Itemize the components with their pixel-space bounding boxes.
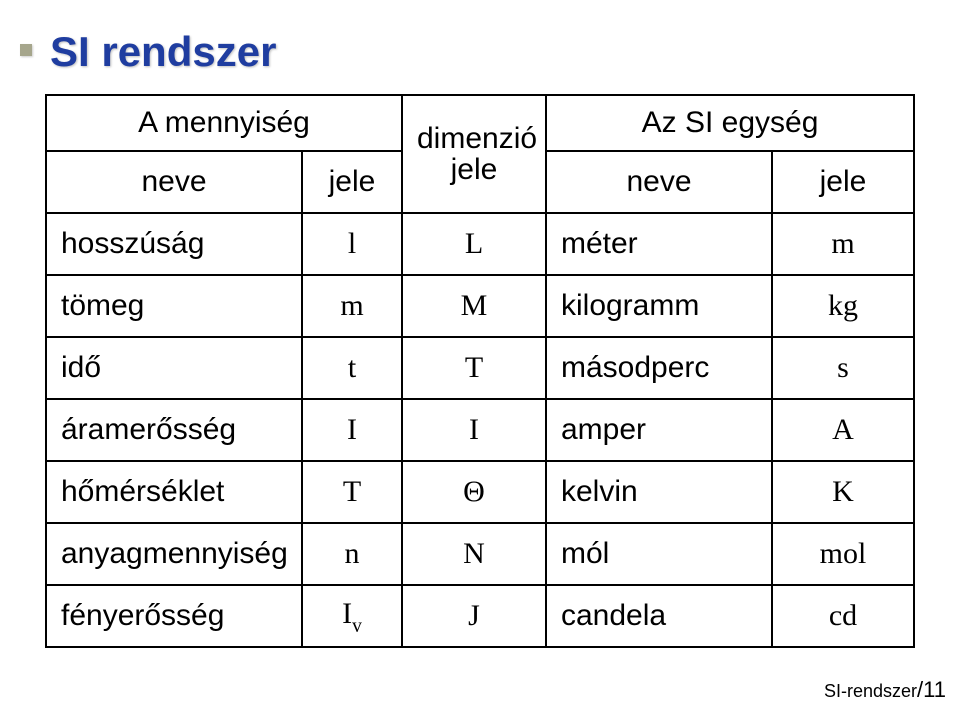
header-unit-group: Az SI egység [546, 95, 914, 151]
cell-usym: kg [772, 275, 914, 337]
cell-usym: s [772, 337, 914, 399]
cell-dim: L [402, 213, 546, 275]
cell-dim: Θ [402, 461, 546, 523]
header-unit-name: neve [546, 151, 772, 213]
cell-qname: fényerősség [46, 585, 302, 647]
header-dim-line1: dimenzió [417, 122, 537, 155]
title-bullet [20, 44, 32, 56]
cell-uname: amper [546, 399, 772, 461]
cell-qname: anyagmennyiség [46, 523, 302, 585]
page-title: SI rendszer [50, 28, 916, 76]
cell-qsym: I [302, 399, 402, 461]
header-quantity-group: A mennyiség [46, 95, 402, 151]
cell-qname: hőmérséklet [46, 461, 302, 523]
cell-dim: N [402, 523, 546, 585]
table-row: anyagmennyiség n N mól mol [46, 523, 914, 585]
cell-qname: hosszúság [46, 213, 302, 275]
footer-page: /11 [917, 677, 946, 702]
cell-qsym-main: I [342, 597, 352, 630]
cell-usym: cd [772, 585, 914, 647]
header-quantity-name: neve [46, 151, 302, 213]
table-body: hosszúság l L méter m tömeg m M kilogram… [46, 213, 914, 647]
cell-qsym: Iv [302, 585, 402, 647]
slide: SI rendszer A mennyiség dimenzió jele Az… [0, 0, 960, 713]
cell-qsym: T [302, 461, 402, 523]
cell-dim: M [402, 275, 546, 337]
cell-uname: mól [546, 523, 772, 585]
table-row: tömeg m M kilogramm kg [46, 275, 914, 337]
footer-page-label: SI-rendszer/11 [824, 677, 946, 703]
header-dim-line2: jele [451, 153, 498, 186]
cell-usym: mol [772, 523, 914, 585]
table-row: fényerősség Iv J candela cd [46, 585, 914, 647]
table-row: hőmérséklet T Θ kelvin K [46, 461, 914, 523]
cell-qname: idő [46, 337, 302, 399]
cell-qsym: t [302, 337, 402, 399]
cell-qname: áramerősség [46, 399, 302, 461]
si-units-table: A mennyiség dimenzió jele Az SI egység n… [45, 94, 915, 648]
table-row: hosszúság l L méter m [46, 213, 914, 275]
cell-uname: kilogramm [546, 275, 772, 337]
header-dimension: dimenzió jele [402, 95, 546, 213]
table-row: idő t T másodperc s [46, 337, 914, 399]
cell-qname: tömeg [46, 275, 302, 337]
header-quantity-symbol: jele [302, 151, 402, 213]
cell-usym: K [772, 461, 914, 523]
footer-label: SI-rendszer [824, 681, 917, 701]
cell-uname: candela [546, 585, 772, 647]
header-unit-symbol: jele [772, 151, 914, 213]
cell-usym: m [772, 213, 914, 275]
cell-dim: T [402, 337, 546, 399]
cell-qsym: n [302, 523, 402, 585]
table-header: A mennyiség dimenzió jele Az SI egység n… [46, 95, 914, 213]
cell-qsym: m [302, 275, 402, 337]
cell-dim: I [402, 399, 546, 461]
cell-qsym: l [302, 213, 402, 275]
cell-usym: A [772, 399, 914, 461]
table-row: áramerősség I I amper A [46, 399, 914, 461]
cell-uname: másodperc [546, 337, 772, 399]
cell-dim: J [402, 585, 546, 647]
cell-qsym-sub: v [352, 616, 362, 637]
cell-uname: méter [546, 213, 772, 275]
cell-uname: kelvin [546, 461, 772, 523]
